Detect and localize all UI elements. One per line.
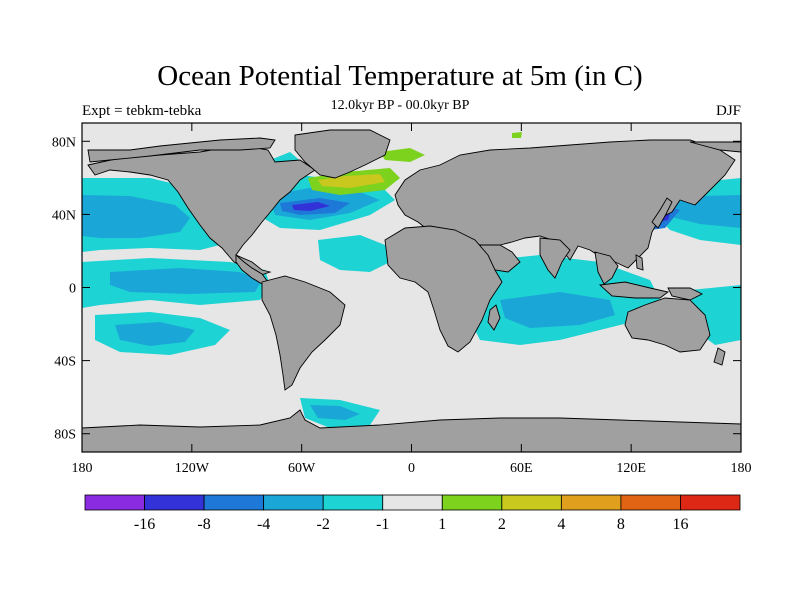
colorbar-label: -8 [197,516,210,533]
land-japan [651,197,673,229]
land-australia [624,297,711,353]
lat-tick-label: 0 [69,282,76,297]
anomaly-iceland-sea-yellow [318,174,385,188]
land-south-america [261,275,346,391]
map-subtitle: 12.0kyr BP - 00.0kyr BP [330,98,470,113]
anomaly-north-pacific-medium [82,195,190,238]
lon-tick-label: 120W [175,461,210,476]
anomaly-patches [82,132,741,428]
anomaly-southern-ocean-medium [310,405,360,420]
lat-tick-label: 40N [52,208,76,223]
land-arctic-east [689,141,741,153]
lon-tick-label: 60E [510,461,533,476]
lon-tick-label: 180 [72,461,93,476]
land-indonesia [598,281,670,299]
land-africa [384,225,503,353]
colorbar: -16 -8 -4 -2 -1 1 2 4 8 16 [84,494,741,533]
land-masses [82,129,741,452]
lon-tick-label: 180 [731,461,752,476]
colorbar-label: 2 [498,516,506,533]
land-north-america [87,144,316,277]
anomaly-gulf-stream-core [292,202,330,211]
colorbar-label: 16 [672,516,688,533]
land-southeast-asia [594,251,619,285]
map-title: Ocean Potential Temperature at 5m (in C) [157,60,643,92]
land-antarctica [82,409,741,452]
colorbar-label: -4 [257,516,270,533]
colorbar-swatch [560,494,622,511]
latitude-ticks: 80N 40N 0 40S 80S [52,135,741,443]
colorbar-swatch [382,494,443,511]
colorbar-label: -16 [134,516,155,533]
land-madagascar [487,304,501,331]
lon-tick-label: 60W [288,461,316,476]
longitude-ticks: 180 120W 60W 0 60E 120E 180 [72,123,752,476]
colorbar-swatch [144,494,205,511]
anomaly-indian-ocean-medium [500,292,615,328]
colorbar-swatch [322,494,384,511]
experiment-label: Expt = tebkm-tebka [82,103,202,119]
colorbar-label: 1 [438,516,446,533]
colorbar-swatch [203,494,265,511]
season-label: DJF [715,103,741,119]
anomaly-tropical-pacific-medium [110,268,262,294]
colorbar-swatch [501,494,562,511]
anomaly-tropical-atlantic-light [318,235,390,272]
lon-tick-label: 0 [408,461,415,476]
anomaly-south-pacific-medium [115,322,195,346]
lat-tick-label: 80S [54,428,76,443]
colorbar-swatch [441,494,503,511]
lon-tick-label: 120E [616,461,646,476]
colorbar-swatch [84,494,145,511]
anomaly-norwegian-sea-green [380,148,425,162]
lat-tick-label: 40S [54,355,76,370]
land-new-zealand [713,347,726,366]
land-greenland [294,129,391,179]
anomaly-arctic-green [512,132,522,138]
colorbar-swatch [680,494,741,511]
land-philippines [635,254,644,271]
map-plot-area [82,123,741,452]
colorbar-label: 8 [617,516,625,533]
lat-tick-label: 80N [52,135,76,150]
land-india [539,237,571,279]
colorbar-label: -1 [376,516,389,533]
colorbar-swatch [263,494,324,511]
colorbar-swatch [620,494,681,511]
colorbar-label: -2 [317,516,330,533]
anomaly-west-pacific-medium [665,195,741,228]
land-arctic-north [87,137,276,163]
colorbar-label: 4 [557,516,565,533]
land-new-guinea [667,287,704,301]
